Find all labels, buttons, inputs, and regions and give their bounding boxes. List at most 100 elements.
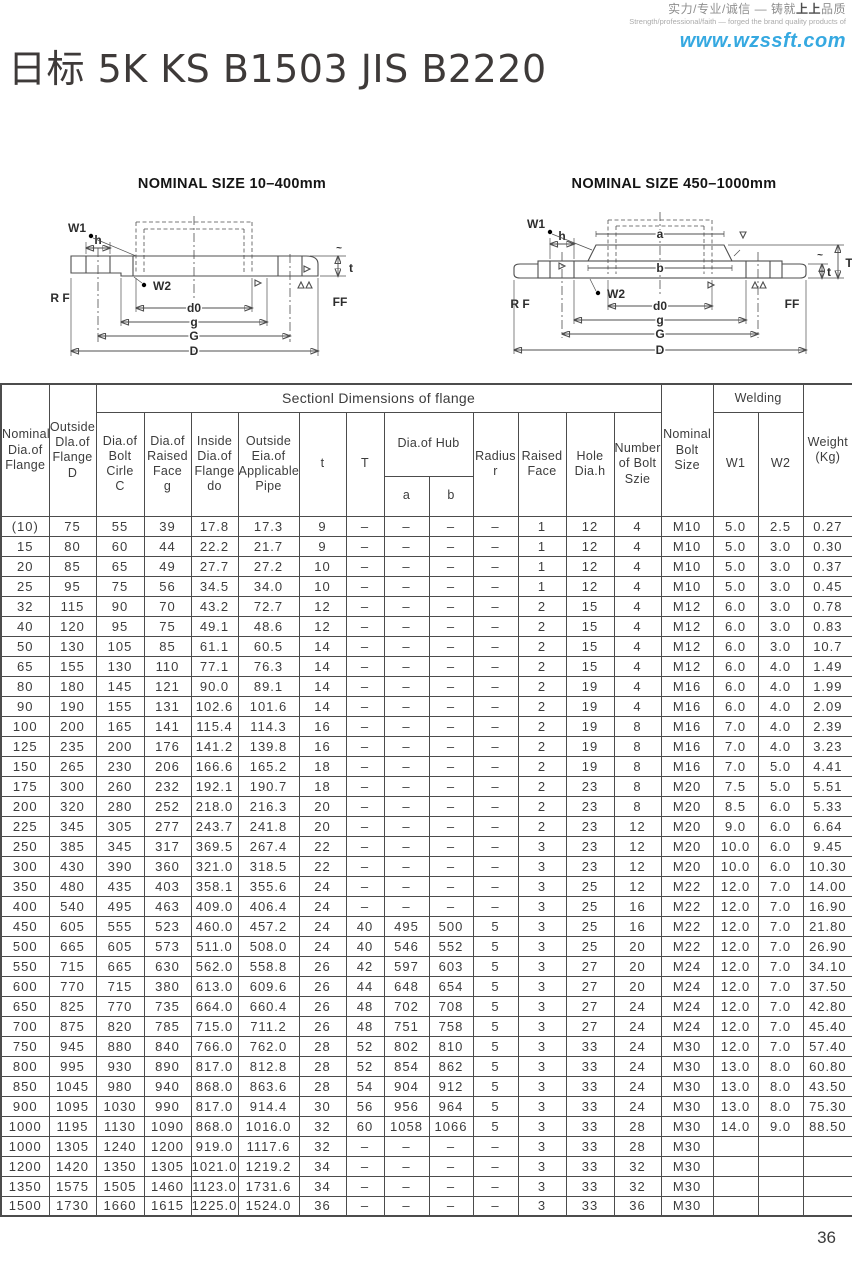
cell: 8.5 — [712, 795, 759, 817]
approx-mark: ~ — [336, 243, 342, 254]
cell — [712, 1195, 759, 1217]
cell: 34.5 — [190, 575, 239, 597]
cell — [802, 1155, 852, 1177]
cell: 22 — [298, 855, 347, 877]
table-row: 1000 1195 1130 1090 868.0 1016.0 32 60 1058 1066 5… — [0, 1115, 852, 1137]
cell: 317 — [143, 835, 192, 857]
cell: 1058 — [383, 1115, 430, 1137]
cell: 23 — [565, 855, 615, 877]
cell: 42.80 — [802, 995, 852, 1017]
cell — [802, 1195, 852, 1217]
cell: 863.6 — [237, 1075, 300, 1097]
cell: 77.1 — [190, 655, 239, 677]
cell: – — [345, 1135, 385, 1157]
cell: – — [345, 615, 385, 637]
cell: 850 — [0, 1075, 50, 1097]
cell: M12 — [660, 635, 714, 657]
cell: – — [472, 615, 519, 637]
cell: 914.4 — [237, 1095, 300, 1117]
cell: 1095 — [48, 1095, 97, 1117]
cell: 7.0 — [712, 755, 759, 777]
cell: 904 — [383, 1075, 430, 1097]
cell: M20 — [660, 835, 714, 857]
cell: 56 — [345, 1095, 385, 1117]
table-row: 350 480 435 403 358.1 355.6 24– – – –3 25 12 M22 12.0… — [0, 875, 852, 897]
cell: – — [428, 875, 474, 897]
cell: M12 — [660, 655, 714, 677]
cell: – — [428, 655, 474, 677]
dim-label-G: G — [655, 327, 664, 341]
cell — [802, 1135, 852, 1157]
cell: 800 — [0, 1055, 50, 1077]
cell: – — [383, 815, 430, 837]
cell: 33 — [565, 1135, 615, 1157]
cell: 32 — [0, 595, 50, 617]
cell: 2.39 — [802, 715, 852, 737]
cell: 40 — [345, 935, 385, 957]
cell: 597 — [383, 955, 430, 977]
table-row: 65 155 130 110 77.1 76.3 14– – – –2 15 4 M12 6.0 4.0 1.… — [0, 655, 852, 677]
cell: 88.50 — [802, 1115, 852, 1137]
cell: 32 — [298, 1115, 347, 1137]
cell: 14 — [298, 695, 347, 717]
cell: 20 — [298, 815, 347, 837]
cell: 480 — [48, 875, 97, 897]
cell: 1016.0 — [237, 1115, 300, 1137]
cell: 318.5 — [237, 855, 300, 877]
cell: 121 — [143, 675, 192, 697]
cell: 5.0 — [712, 575, 759, 597]
cell: 60 — [95, 535, 145, 557]
cell: M30 — [660, 1075, 714, 1097]
cell: 750 — [0, 1035, 50, 1057]
cell: – — [345, 575, 385, 597]
cell: 6.0 — [757, 815, 804, 837]
group-header-section-dimensions: Sectionl Dimensions of flange — [95, 383, 662, 413]
dim-label-d0: d0 — [653, 299, 667, 313]
cell: – — [472, 515, 519, 537]
brand-header: 实力/专业/诚信 — 铸就上上品质 Strength/professional/… — [629, 2, 846, 53]
cell: 61.1 — [190, 635, 239, 657]
cell: 180 — [48, 675, 97, 697]
cell: 3 — [517, 1075, 567, 1097]
cell: 14.0 — [712, 1115, 759, 1137]
cell: 1045 — [48, 1075, 97, 1097]
cell: 48.6 — [237, 615, 300, 637]
table-row: 20 85 65 49 27.7 27.2 10– – – –1 12 4 M10 5.0 3.0 0.37 — [0, 555, 852, 577]
cell: 1505 — [95, 1175, 145, 1197]
cell: 2 — [517, 695, 567, 717]
cell: M16 — [660, 695, 714, 717]
bottom-dimensions: d0 g G D — [514, 280, 806, 359]
cell: – — [428, 595, 474, 617]
cell: 708 — [428, 995, 474, 1017]
cell: 2 — [517, 795, 567, 817]
table-row: 1500 1730 1660 1615 1225.0 1524.0 36– – – –3 33 36 M… — [0, 1195, 852, 1217]
cell: 3 — [517, 875, 567, 897]
cell: M16 — [660, 755, 714, 777]
cell: – — [383, 855, 430, 877]
cell: 43.50 — [802, 1075, 852, 1097]
cell: 7.0 — [757, 1015, 804, 1037]
cell: 3 — [517, 895, 567, 917]
cell: 6.0 — [712, 655, 759, 677]
cell: 33 — [565, 1055, 615, 1077]
diagram-large-sizes: NOMINAL SIZE 450–1000mm — [490, 176, 852, 372]
cell: 25 — [565, 915, 615, 937]
cell: 817.0 — [190, 1095, 239, 1117]
cell: 34.10 — [802, 955, 852, 977]
cell: – — [345, 1195, 385, 1217]
cell: 360 — [143, 855, 192, 877]
col-header-hub-b: b — [428, 475, 474, 517]
cell: – — [428, 715, 474, 737]
cell: 715 — [95, 975, 145, 997]
cell: M10 — [660, 555, 714, 577]
cell: 18 — [298, 755, 347, 777]
cell: – — [383, 895, 430, 917]
cell: – — [428, 775, 474, 797]
cell: 200 — [0, 795, 50, 817]
cell: 840 — [143, 1035, 192, 1057]
cell: 4 — [613, 635, 662, 657]
weld-leader-w1: W1 — [67, 220, 137, 257]
cell: 1.99 — [802, 675, 852, 697]
cell: M10 — [660, 575, 714, 597]
cell: – — [428, 515, 474, 537]
